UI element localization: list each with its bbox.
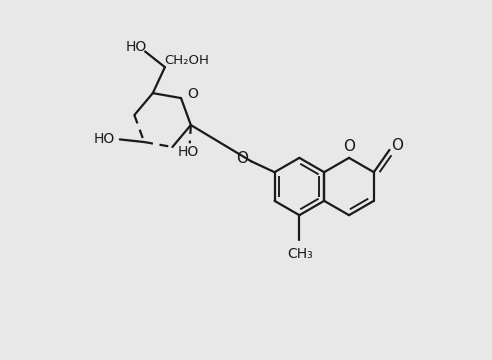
Text: O: O [343, 139, 356, 154]
Text: CH₂OH: CH₂OH [164, 54, 209, 67]
Text: HO: HO [125, 40, 147, 54]
Text: O: O [391, 138, 403, 153]
Text: HO: HO [93, 132, 115, 147]
Text: O: O [187, 87, 198, 101]
Text: CH₃: CH₃ [287, 247, 313, 261]
Text: HO: HO [178, 145, 199, 159]
Text: O: O [236, 151, 248, 166]
